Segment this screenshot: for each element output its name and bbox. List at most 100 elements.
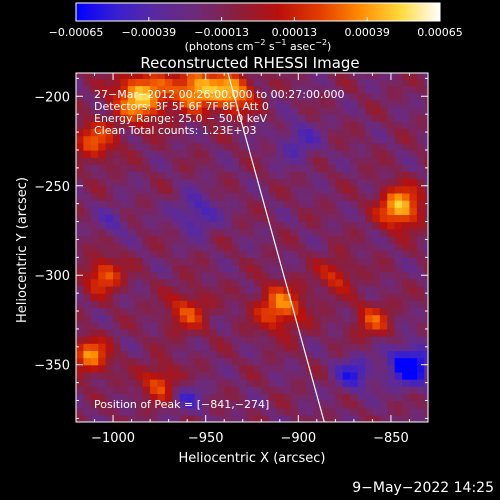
heatmap-cell [276,185,285,194]
heatmap-cell [416,386,425,394]
heatmap-cell [424,300,428,309]
heatmap-cell [416,293,425,301]
heatmap-cell [127,393,136,402]
heatmap-cell [216,85,225,94]
heatmap-cell [127,78,136,87]
heatmap-cell [150,257,159,266]
heatmap-cell [387,293,396,301]
heatmap-cell [402,271,411,280]
heatmap-cell [327,314,336,323]
heatmap-cell [246,73,255,79]
heatmap-cell [357,192,366,201]
heatmap-cell [283,264,292,273]
heatmap-cell [76,171,85,180]
heatmap-cell [76,285,85,294]
heatmap-cell [268,200,277,208]
heatmap-cell [179,85,188,94]
heatmap-cell [231,407,240,416]
heatmap-cell [290,114,299,122]
heatmap-cell [113,343,122,352]
heatmap-cell [172,114,181,122]
heatmap-cell [246,142,255,151]
heatmap-cell [268,250,277,258]
heatmap-cell [261,328,270,337]
heatmap-cell [120,185,129,194]
heatmap-cell [290,149,299,158]
heatmap-cell [224,328,233,337]
heatmap-cell [83,307,92,316]
heatmap-cell [83,185,92,194]
heatmap-cell [379,164,388,173]
heatmap-cell [90,379,99,387]
heatmap-cell [187,221,196,230]
heatmap-cell [327,371,336,380]
heatmap-cell [290,393,299,402]
heatmap-cell [320,278,329,287]
heatmap-cell [90,142,99,151]
heatmap-cell [416,271,425,280]
heatmap-cell [224,235,233,244]
heatmap-cell [187,235,196,244]
heatmap-cell [142,135,151,144]
heatmap-cell [261,293,270,301]
heatmap-cell [409,257,418,266]
heatmap-cell [276,278,285,287]
heatmap-cell [402,221,411,230]
heatmap-cell [305,307,314,316]
heatmap-cell [372,178,381,187]
heatmap-cell [164,300,173,309]
heatmap-cell [313,228,322,237]
heatmap-cell [135,128,144,137]
heatmap-cell [90,85,99,94]
heatmap-cell [372,271,381,280]
heatmap-cell [365,257,374,266]
heatmap-cell [135,250,144,258]
heatmap-cell [76,257,85,266]
heatmap-cell [90,407,99,416]
heatmap-cell [209,200,218,208]
heatmap-cell [357,178,366,187]
heatmap-cell [320,285,329,294]
heatmap-cell [313,321,322,330]
heatmap-cell [172,328,181,337]
heatmap-cell [164,85,173,94]
x-axis-label: Heliocentric X (arcsec) [179,451,326,466]
heatmap-cell [164,364,173,373]
heatmap-cell [90,271,99,280]
heatmap-cell [105,171,114,180]
heatmap-cell [179,128,188,137]
heatmap-cell [320,121,329,130]
heatmap-cell [268,293,277,301]
heatmap-cell [409,228,418,237]
heatmap-cell [216,271,225,280]
heatmap-cell [239,336,248,344]
heatmap-cell [90,92,99,101]
heatmap-cell [90,243,99,251]
heatmap-cell [327,221,336,230]
heatmap-cell [246,85,255,94]
heatmap-cell [253,164,262,173]
heatmap-cell [246,379,255,387]
heatmap-cell [320,107,329,115]
heatmap-cell [239,99,248,108]
heatmap-cell [231,171,240,180]
heatmap-cell [179,264,188,273]
heatmap-cell [327,328,336,337]
heatmap-cell [172,271,181,280]
heatmap-cell [164,371,173,380]
heatmap-cell [90,293,99,301]
heatmap-cell [142,99,151,108]
heatmap-cell [246,157,255,165]
heatmap-cell [276,128,285,137]
heatmap-cell [268,107,277,115]
heatmap-cell [335,379,344,387]
heatmap-cell [268,314,277,323]
heatmap-cell [142,171,151,180]
heatmap-cell [327,243,336,251]
heatmap-cell [253,99,262,108]
heatmap-cell [179,336,188,344]
heatmap-cell [394,285,403,294]
heatmap-cell [342,243,351,251]
heatmap-cell [209,99,218,108]
heatmap-cell [387,278,396,287]
